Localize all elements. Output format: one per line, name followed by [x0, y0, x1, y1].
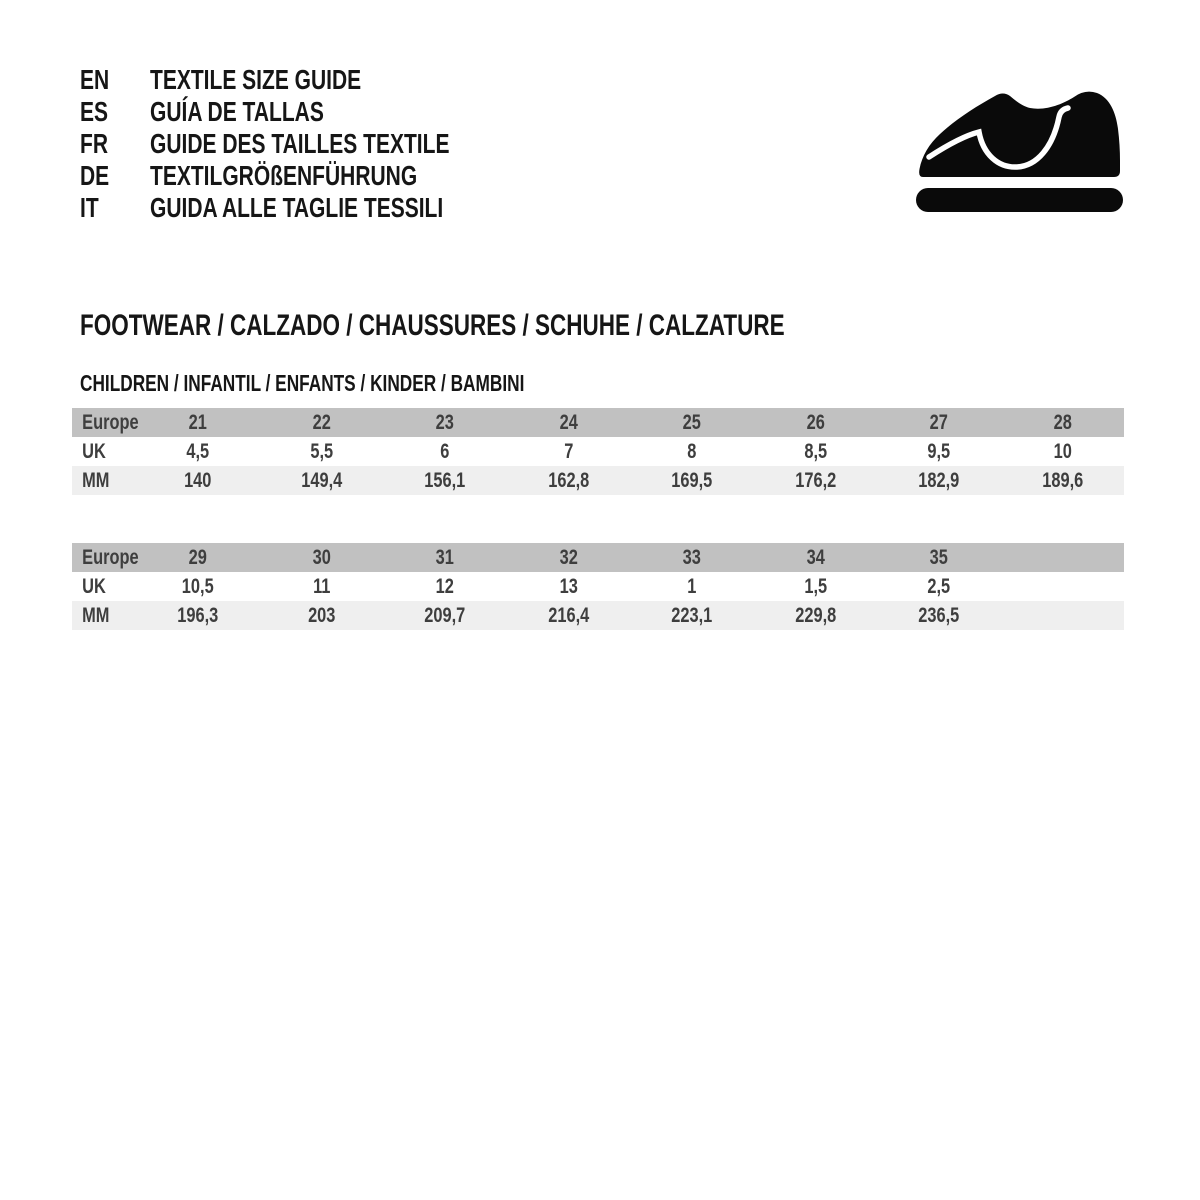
size-value-cell: 29: [188, 545, 207, 569]
size-value-cell: 156,1: [424, 468, 466, 492]
size-value-cell: 176,2: [794, 468, 836, 492]
size-value-cell: 10,5: [181, 574, 214, 598]
language-title: TEXTILE SIZE GUIDE: [150, 64, 362, 95]
language-row: ES GUÍA DE TALLAS: [80, 96, 700, 128]
size-value-cell: 10: [1053, 439, 1072, 463]
language-row: FR GUIDE DES TAILLES TEXTILE: [80, 128, 700, 160]
size-value-cell: 196,3: [177, 603, 219, 627]
section-title: FOOTWEAR / CALZADO / CHAUSSURES / SCHUHE…: [80, 309, 785, 342]
size-value-cell: 229,8: [794, 603, 836, 627]
size-value-cell: 34: [806, 545, 825, 569]
size-value-cell: 24: [559, 410, 578, 434]
table-row-uk: UK 4,5 5,5 6 7 8 8,5 9,5 10: [72, 437, 1124, 466]
language-code: EN: [80, 64, 110, 95]
row-label-cell: UK: [82, 574, 106, 598]
size-value-cell: 23: [435, 410, 454, 434]
section-subtitle: CHILDREN / INFANTIL / ENFANTS / KINDER /…: [80, 370, 525, 396]
size-value-cell: 31: [435, 545, 454, 569]
size-value-cell: 9,5: [927, 439, 951, 463]
size-value-cell: 30: [312, 545, 331, 569]
language-code: FR: [80, 128, 108, 159]
size-value-cell: 11: [312, 574, 330, 598]
language-title: TEXTILGRÖßENFÜHRUNG: [150, 160, 418, 191]
row-label-cell: UK: [82, 439, 106, 463]
row-label-cell: MM: [82, 468, 110, 492]
language-title: GUÍA DE TALLAS: [150, 96, 324, 127]
size-table-children-21-28: Europe 21 22 23 24 25 26 27 28 UK 4,5 5,…: [72, 408, 1124, 495]
language-code: ES: [80, 96, 109, 127]
size-value-cell: [1014, 543, 1110, 572]
row-label-cell: Europe: [82, 410, 139, 434]
size-value-cell: 21: [188, 410, 207, 434]
size-value-cell: 5,5: [309, 439, 333, 463]
size-value-cell: 2,5: [927, 574, 951, 598]
table-row-uk: UK 10,5 11 12 13 1 1,5 2,5: [72, 572, 1124, 601]
table-row-mm: MM 140 149,4 156,1 162,8 169,5 176,2 182…: [72, 466, 1124, 495]
size-value-cell: 169,5: [671, 468, 713, 492]
size-value-cell: [1014, 601, 1110, 630]
language-row: EN TEXTILE SIZE GUIDE: [80, 64, 700, 96]
size-value-cell: 4,5: [186, 439, 210, 463]
size-value-cell: 25: [682, 410, 701, 434]
table-row-europe: Europe 29 30 31 32 33 34 35: [72, 543, 1124, 572]
language-row: DE TEXTILGRÖßENFÜHRUNG: [80, 160, 700, 192]
size-value-cell: 32: [559, 545, 578, 569]
size-value-cell: 27: [929, 410, 948, 434]
size-value-cell: 149,4: [300, 468, 342, 492]
size-value-cell: 203: [307, 603, 335, 627]
language-title: GUIDE DES TAILLES TEXTILE: [150, 128, 450, 159]
size-value-cell: 6: [440, 439, 450, 463]
size-value-cell: 28: [1053, 410, 1072, 434]
language-title: GUIDA ALLE TAGLIE TESSILI: [150, 192, 444, 223]
size-value-cell: 33: [682, 545, 701, 569]
size-value-cell: 209,7: [424, 603, 466, 627]
table-row-mm: MM 196,3 203 209,7 216,4 223,1 229,8 236…: [72, 601, 1124, 630]
size-value-cell: 1,5: [803, 574, 827, 598]
size-value-cell: 140: [184, 468, 212, 492]
language-code: DE: [80, 160, 110, 191]
size-value-cell: 1: [687, 574, 697, 598]
size-table-children-29-35: Europe 29 30 31 32 33 34 35 UK 10,5 11 1…: [72, 543, 1124, 630]
size-value-cell: 13: [559, 574, 578, 598]
size-value-cell: 236,5: [918, 603, 960, 627]
size-value-cell: 22: [312, 410, 331, 434]
size-value-cell: 223,1: [671, 603, 713, 627]
table-row-europe: Europe 21 22 23 24 25 26 27 28: [72, 408, 1124, 437]
size-value-cell: 12: [435, 574, 454, 598]
row-label-cell: MM: [82, 603, 110, 627]
size-value-cell: 7: [563, 439, 573, 463]
children-shoe-icon: [915, 85, 1125, 212]
language-row: IT GUIDA ALLE TAGLIE TESSILI: [80, 192, 700, 224]
size-value-cell: 216,4: [547, 603, 589, 627]
language-code: IT: [80, 192, 99, 223]
size-value-cell: 8: [687, 439, 697, 463]
size-value-cell: 182,9: [918, 468, 960, 492]
size-value-cell: 8,5: [803, 439, 827, 463]
language-list: EN TEXTILE SIZE GUIDE ES GUÍA DE TALLAS …: [80, 64, 700, 224]
size-value-cell: 26: [806, 410, 825, 434]
size-value-cell: [1014, 572, 1110, 601]
size-value-cell: 189,6: [1041, 468, 1083, 492]
size-value-cell: 162,8: [547, 468, 589, 492]
row-label-cell: Europe: [82, 545, 139, 569]
size-value-cell: 35: [929, 545, 948, 569]
